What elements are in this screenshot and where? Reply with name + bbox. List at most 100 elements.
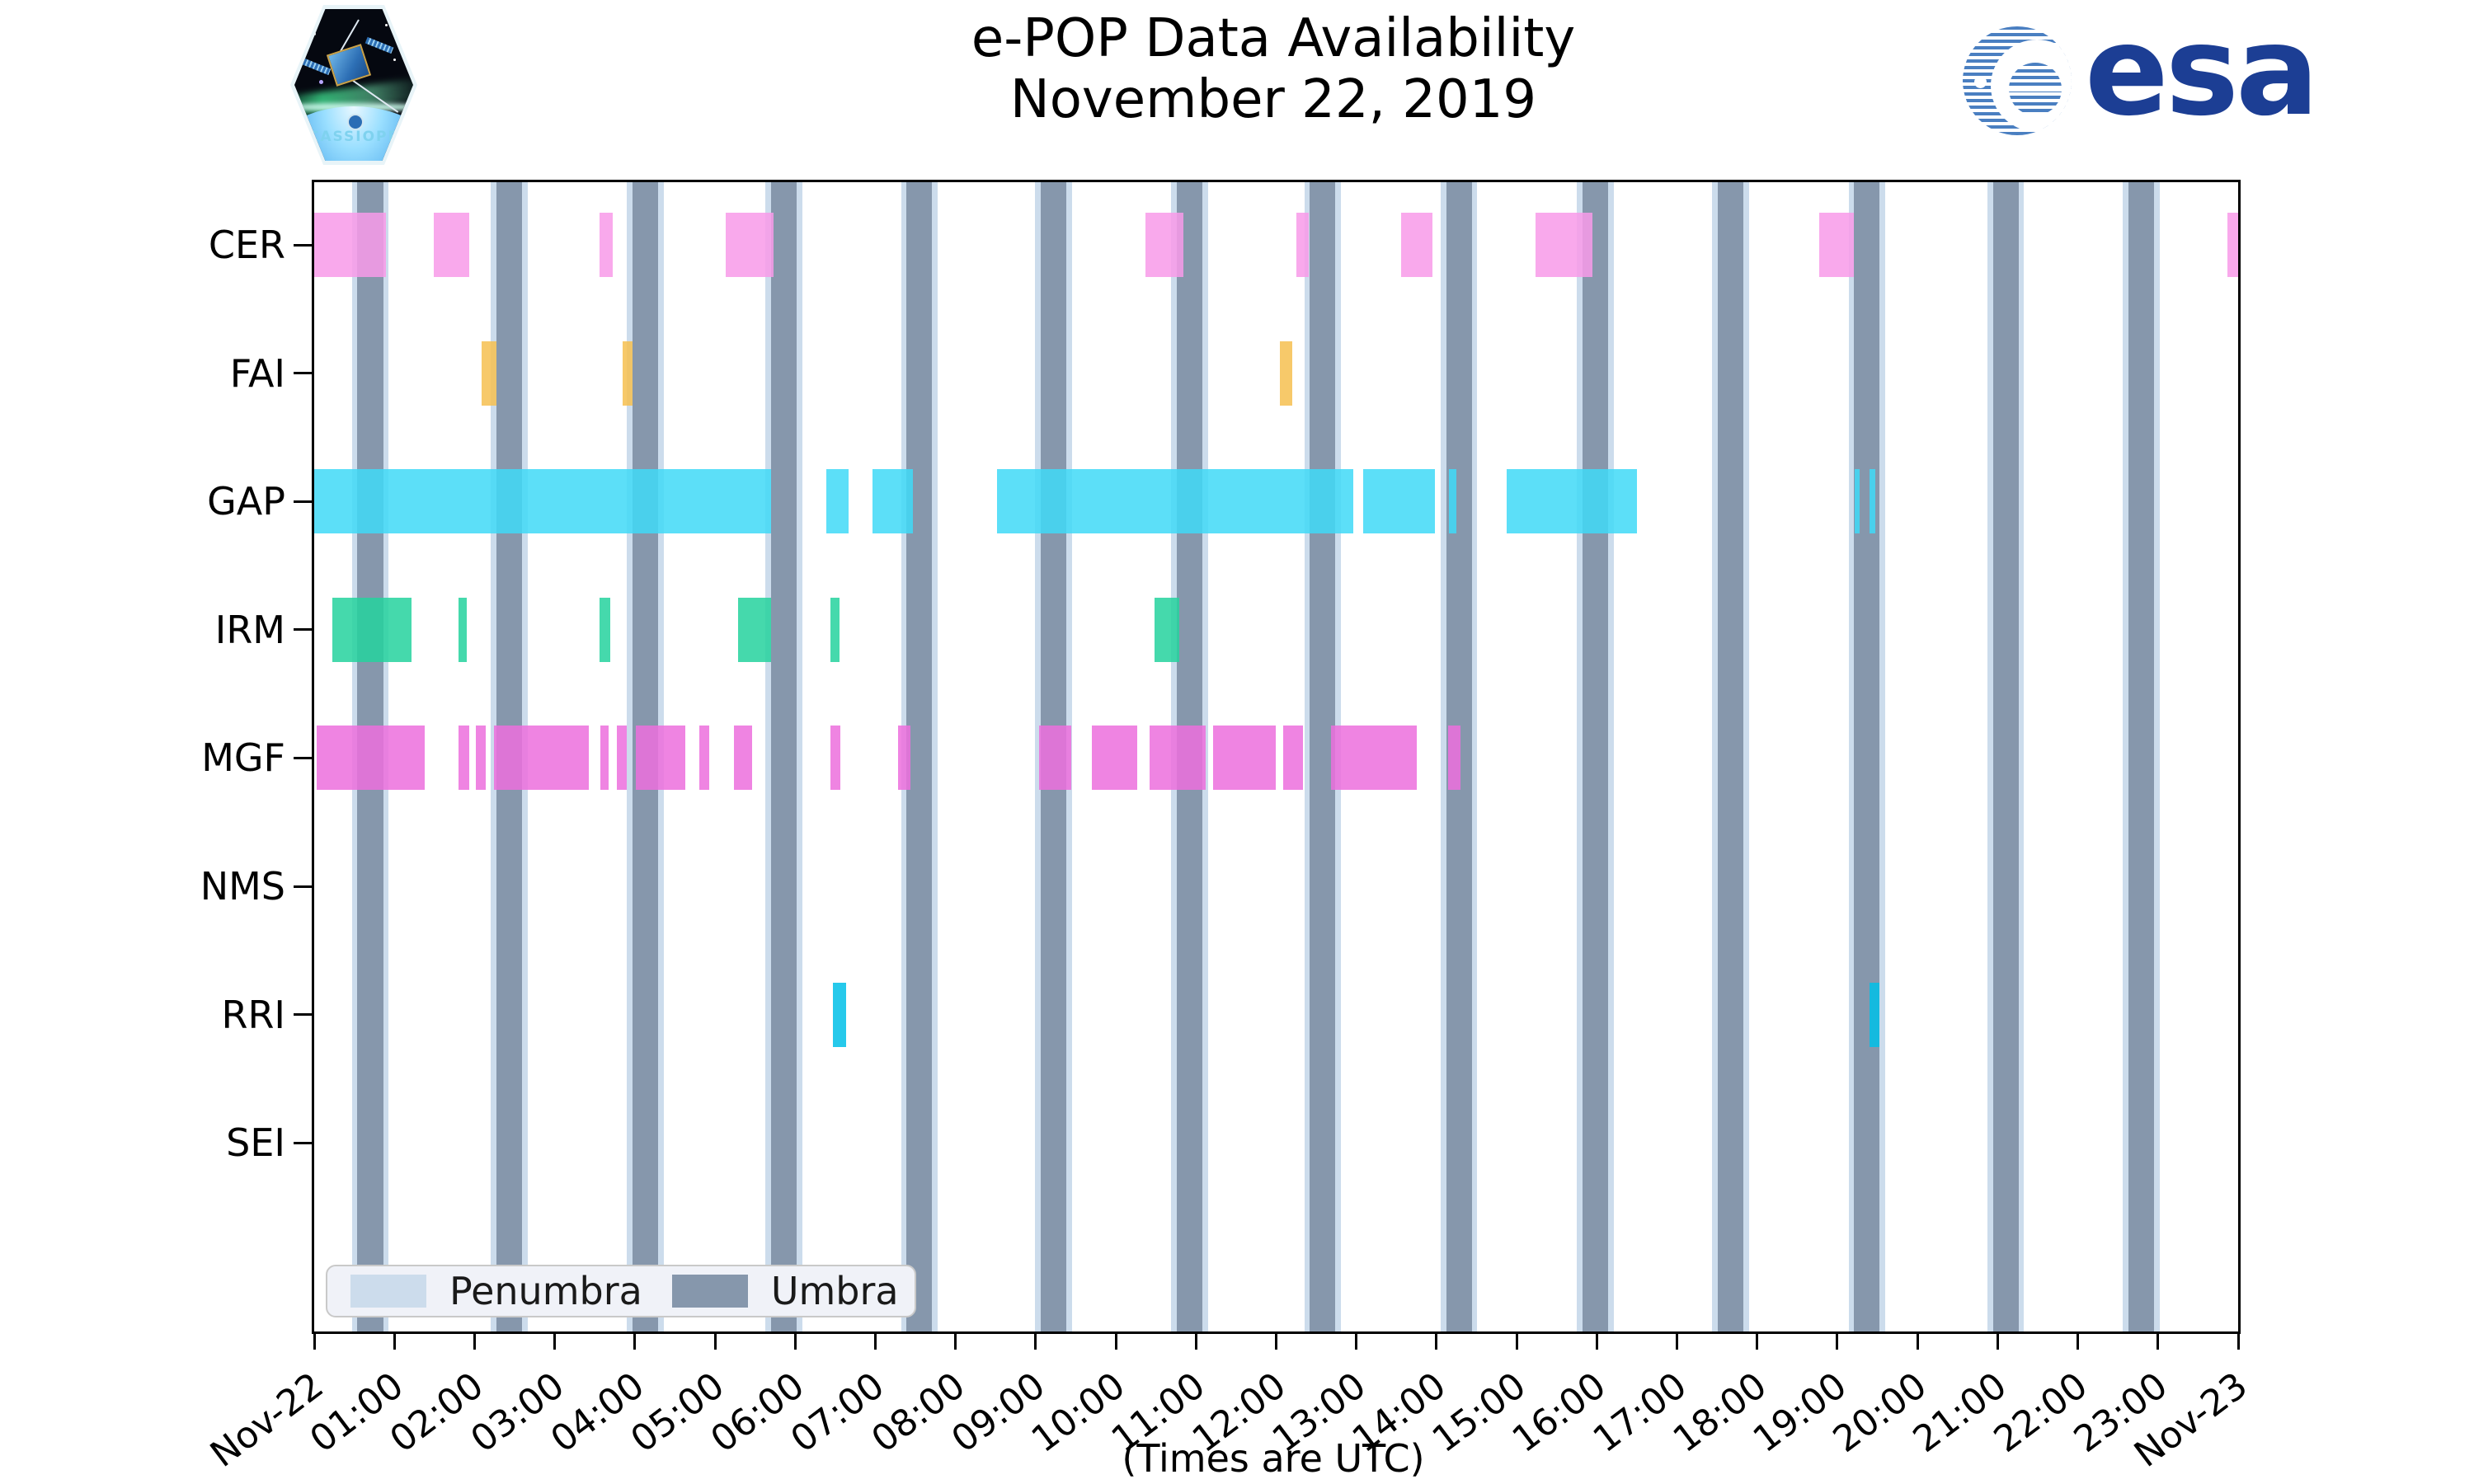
y-tick-IRM	[294, 628, 312, 632]
x-tick	[713, 1331, 717, 1350]
chart-title-line1: e-POP Data Availability	[971, 8, 1576, 69]
availability-bar-MGF	[1447, 726, 1461, 791]
availability-bar-CER	[1401, 213, 1433, 277]
availability-bar-FAI	[1280, 340, 1292, 406]
y-tick-label-GAP: GAP	[207, 479, 285, 524]
star-dot	[319, 80, 323, 84]
availability-bar-MGF	[698, 726, 710, 791]
availability-bar-MGF	[476, 726, 487, 791]
availability-bar-IRM	[738, 597, 772, 662]
x-tick	[1114, 1331, 1117, 1350]
umbra-bar	[2128, 182, 2154, 1331]
legend: Penumbra Umbra	[326, 1265, 916, 1317]
legend-label: Penumbra	[449, 1269, 642, 1313]
availability-bar-MGF	[458, 726, 469, 791]
availability-bar-IRM	[830, 597, 840, 662]
x-tick	[1275, 1331, 1277, 1350]
legend-label: Umbra	[770, 1269, 899, 1313]
x-tick	[1756, 1331, 1759, 1350]
availability-bar-IRM	[1154, 597, 1179, 662]
y-tick-label-IRM: IRM	[214, 607, 285, 652]
availability-bar-MGF	[1283, 726, 1303, 791]
chart-title-line2: November 22, 2019	[1009, 69, 1537, 130]
y-tick-GAP	[294, 500, 312, 503]
availability-bar-GAP	[1363, 469, 1435, 534]
csa-logo-dot	[347, 113, 364, 130]
umbra-bar	[771, 182, 797, 1331]
availability-bar-GAP	[314, 469, 772, 534]
availability-bar-CER	[1818, 213, 1855, 277]
x-tick	[1595, 1331, 1598, 1350]
availability-bar-CER	[1536, 213, 1593, 277]
x-tick	[1676, 1331, 1679, 1350]
legend-item-penumbra: Penumbra	[350, 1269, 642, 1313]
x-tick	[1435, 1331, 1438, 1350]
availability-bar-MGF	[830, 726, 840, 791]
availability-bar-RRI	[1869, 982, 1880, 1047]
availability-bar-IRM	[458, 597, 467, 662]
availability-bar-FAI	[482, 340, 496, 406]
y-tick-label-MGF: MGF	[201, 735, 285, 781]
star-dot	[385, 24, 388, 26]
availability-bar-CER	[433, 213, 469, 277]
availability-bar-GAP	[1507, 469, 1637, 534]
availability-bar-GAP	[1869, 469, 1875, 534]
availability-bar-MGF	[493, 726, 590, 791]
legend-item-umbra: Umbra	[671, 1269, 899, 1313]
availability-bar-IRM	[332, 597, 412, 662]
x-tick	[1836, 1331, 1839, 1350]
x-tick	[793, 1331, 797, 1350]
availability-bar-CER	[600, 213, 613, 277]
availability-bar-CER	[314, 213, 386, 277]
umbra-bar	[1582, 182, 1608, 1331]
x-tick	[633, 1331, 637, 1350]
y-tick-MGF	[294, 756, 312, 759]
y-tick-label-RRI: RRI	[221, 992, 286, 1037]
umbra-bar	[1854, 182, 1880, 1331]
availability-bar-MGF	[1149, 726, 1206, 791]
x-tick	[1996, 1331, 1999, 1350]
satellite-solar-panel	[365, 36, 394, 54]
availability-bar-MGF	[600, 726, 609, 791]
availability-bar-MGF	[897, 726, 911, 791]
x-tick	[954, 1331, 957, 1350]
star-dot	[393, 59, 396, 61]
y-tick-SEI	[294, 1141, 312, 1144]
availability-bar-GAP	[997, 469, 1353, 534]
x-tick	[473, 1331, 476, 1350]
satellite-body	[326, 44, 372, 87]
x-tick	[553, 1331, 557, 1350]
availability-bar-GAP	[826, 469, 849, 534]
availability-bar-GAP	[1855, 469, 1860, 534]
legend-swatch-umbra	[671, 1275, 748, 1308]
y-tick-NMS	[294, 885, 312, 888]
y-tick-label-CER: CER	[208, 223, 285, 267]
availability-bar-MGF	[1091, 726, 1138, 791]
x-tick	[1355, 1331, 1358, 1350]
availability-bar-RRI	[832, 982, 847, 1047]
x-tick	[2157, 1331, 2160, 1350]
esa-logo: esa	[1963, 0, 2319, 155]
y-tick-label-SEI: SEI	[226, 1120, 285, 1166]
availability-bar-MGF	[1212, 726, 1277, 791]
availability-bar-CER	[1145, 213, 1183, 277]
availability-bar-GAP	[872, 469, 914, 534]
x-tick	[2236, 1331, 2240, 1350]
x-axis-caption: (Times are UTC)	[1122, 1436, 1425, 1481]
y-tick-RRI	[294, 1013, 312, 1017]
availability-bar-IRM	[600, 597, 610, 662]
cassiope-mission-patch: CASSIOPE	[290, 5, 417, 165]
esa-globe-icon	[1963, 26, 2072, 135]
availability-bar-CER	[725, 213, 774, 277]
plot-area: CER FAI GAP IRM MGF NMS RRI SEI Nov-22 01:00 02:00…	[200, 180, 2255, 1476]
availability-bar-CER	[1296, 213, 1310, 277]
y-tick-FAI	[294, 372, 312, 375]
availability-bar-MGF	[617, 726, 628, 791]
umbra-bar	[1992, 182, 2019, 1331]
chart-title: e-POP Data Availability November 22, 201…	[971, 8, 1575, 130]
esa-white-dot	[1974, 76, 1987, 88]
availability-bar-GAP	[1449, 469, 1457, 534]
umbra-bar	[1718, 182, 1744, 1331]
availability-bar-FAI	[623, 340, 633, 406]
